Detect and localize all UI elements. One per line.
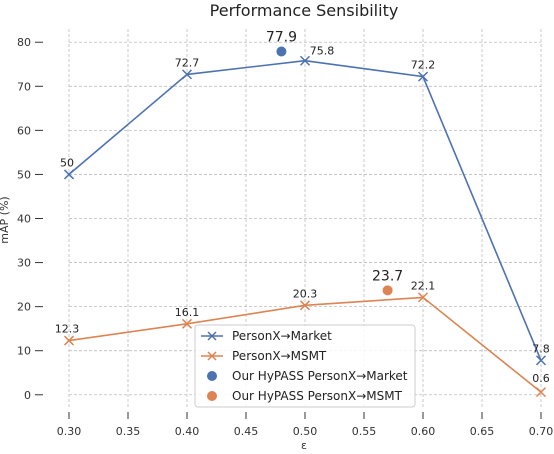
y-tick-label: 50 — [17, 168, 31, 181]
data-label-msmt: 12.3 — [55, 323, 80, 336]
data-point-market — [299, 55, 311, 66]
data-point-msmt — [181, 318, 193, 329]
data-label-market: 72.7 — [175, 56, 200, 69]
y-tick-label: 10 — [17, 345, 31, 358]
x-tick-label: 0.40 — [175, 425, 200, 438]
hypass-point-msmt — [382, 285, 393, 296]
data-point-msmt — [417, 292, 429, 303]
legend: PersonX→Market PersonX→MSMT Our HyPASS Per… — [194, 324, 416, 408]
data-label-market: 7.8 — [532, 342, 550, 355]
legend-entry-hypass-msmt: Our HyPASS PersonX→MSMT — [207, 389, 403, 403]
series-msmt: 12.3 16.1 20.3 22.1 0.6 — [55, 279, 550, 398]
legend-marker — [207, 351, 217, 361]
data-label-msmt: 20.3 — [293, 287, 318, 300]
x-axis-label: ε — [301, 439, 307, 450]
y-tick-label: 80 — [17, 36, 31, 49]
data-point-market — [181, 69, 193, 80]
data-point-market — [535, 355, 547, 366]
data-label-msmt: 16.1 — [175, 306, 200, 319]
hypass-label-msmt: 23.7 — [372, 268, 403, 284]
legend-entry-msmt: PersonX→MSMT — [201, 349, 327, 363]
hypass-label-market: 77.9 — [266, 29, 297, 45]
data-label-market: 75.8 — [310, 45, 335, 58]
legend-entry-market: PersonX→Market — [201, 329, 332, 343]
legend-box — [194, 324, 416, 408]
legend-swatch — [207, 391, 217, 401]
data-point-msmt — [299, 300, 311, 311]
data-point-market — [63, 169, 75, 180]
legend-swatch — [207, 371, 217, 381]
legend-label: PersonX→Market — [232, 329, 332, 343]
y-tick-label: 40 — [17, 213, 31, 226]
y-tick-label: 0 — [24, 389, 31, 402]
data-label-msmt: 22.1 — [411, 279, 436, 292]
data-label-market: 50 — [60, 156, 74, 169]
series-market: 50 72.7 75.8 72.2 7.8 — [60, 45, 550, 366]
legend-label: Our HyPASS PersonX→MSMT — [232, 389, 403, 403]
x-tick-label: 0.60 — [411, 425, 436, 438]
legend-label: PersonX→MSMT — [232, 349, 327, 363]
data-point-msmt — [63, 335, 75, 346]
data-point-market — [417, 71, 429, 82]
data-point-msmt — [535, 387, 547, 398]
highlight-points: 77.9 23.7 — [266, 29, 403, 296]
data-label-market: 72.2 — [411, 59, 436, 72]
x-tick-label: 0.45 — [234, 425, 259, 438]
series-layer: 50 72.7 75.8 72.2 7.8 12.3 16.1 20.3 22.1 0.6 — [55, 45, 550, 398]
legend-marker — [207, 331, 217, 341]
x-tick-label: 0.55 — [352, 425, 377, 438]
data-label-msmt: 0.6 — [532, 372, 550, 385]
y-tick-label: 30 — [17, 257, 31, 270]
legend-label: Our HyPASS PersonX→Market — [232, 369, 408, 383]
legend-entry-hypass-market: Our HyPASS PersonX→Market — [207, 369, 408, 383]
y-axis-label: mAP (%) — [0, 196, 11, 243]
x-tick-label: 0.35 — [116, 425, 141, 438]
y-tick-label: 60 — [17, 124, 31, 137]
y-tick-label: 70 — [17, 80, 31, 93]
x-tick-label: 0.30 — [57, 425, 82, 438]
y-tick-label: 20 — [17, 301, 31, 314]
axis-ticks: 0 10 20 30 40 50 60 70 80 0.30 0.35 0.40 0.45 0.50 0.5… — [17, 36, 553, 438]
x-tick-label: 0.65 — [470, 425, 495, 438]
hypass-point-market — [276, 46, 287, 57]
chart-title: Performance Sensibility — [210, 1, 399, 20]
x-tick-label: 0.70 — [529, 425, 554, 438]
x-tick-label: 0.50 — [293, 425, 318, 438]
